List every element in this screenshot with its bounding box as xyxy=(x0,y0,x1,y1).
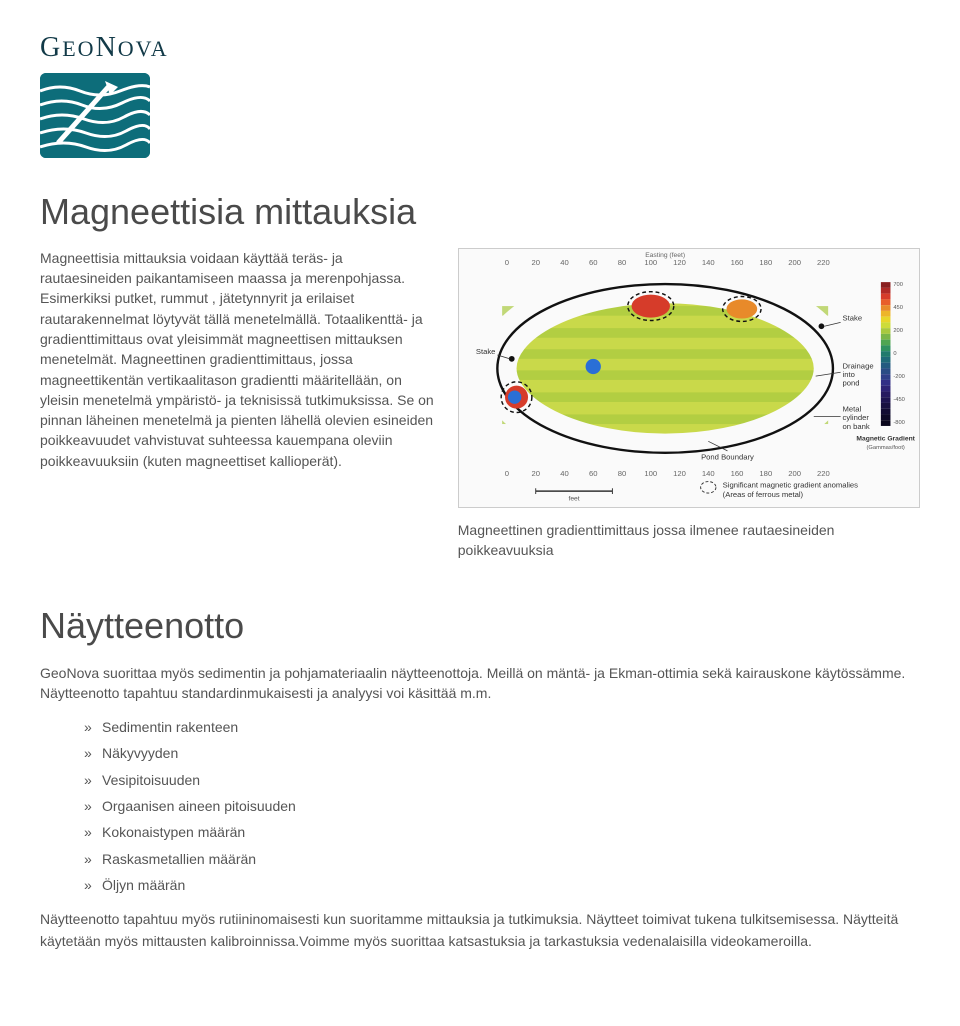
logo-wordmark: GEONOVA xyxy=(40,28,920,69)
svg-text:pond: pond xyxy=(842,378,859,387)
svg-text:0: 0 xyxy=(893,351,896,357)
list-item: Raskasmetallien määrän xyxy=(84,849,920,869)
svg-text:60: 60 xyxy=(589,258,598,267)
svg-text:20: 20 xyxy=(531,258,540,267)
svg-text:140: 140 xyxy=(702,258,715,267)
svg-text:-450: -450 xyxy=(893,397,905,403)
svg-text:450: 450 xyxy=(893,305,903,311)
figure-caption: Magneettinen gradienttimittaus jossa ilm… xyxy=(458,520,920,561)
svg-text:180: 180 xyxy=(759,258,772,267)
list-item: Näkyvyyden xyxy=(84,743,920,763)
svg-text:180: 180 xyxy=(759,469,772,478)
svg-text:140: 140 xyxy=(702,469,715,478)
svg-text:Drainage: Drainage xyxy=(842,361,873,370)
section2-outro: Näytteenotto tapahtuu myös rutiininomais… xyxy=(40,909,920,952)
svg-text:-200: -200 xyxy=(893,374,905,380)
magnetic-gradient-figure: 02040 6080100 120140160 180200220 Eastin… xyxy=(458,248,920,508)
list-item: Kokonaistypen määrän xyxy=(84,822,920,842)
list-item: Vesipitoisuuden xyxy=(84,770,920,790)
svg-text:(Areas of ferrous metal): (Areas of ferrous metal) xyxy=(722,490,803,499)
svg-text:Pond Boundary: Pond Boundary xyxy=(701,452,754,461)
svg-text:into: into xyxy=(842,370,854,379)
section2-title: Näytteenotto xyxy=(40,600,920,652)
svg-text:700: 700 xyxy=(893,282,903,288)
svg-text:Stake: Stake xyxy=(476,347,496,356)
svg-text:200: 200 xyxy=(788,258,801,267)
svg-text:200: 200 xyxy=(788,469,801,478)
svg-text:cylinder: cylinder xyxy=(842,413,869,422)
section1-figure-col: 02040 6080100 120140160 180200220 Eastin… xyxy=(458,248,920,561)
bullet-list: Sedimentin rakenteen Näkyvyyden Vesipito… xyxy=(84,717,920,895)
svg-text:feet: feet xyxy=(568,496,579,503)
svg-text:0: 0 xyxy=(505,469,509,478)
svg-text:Stake: Stake xyxy=(842,313,862,322)
list-item: Orgaanisen aineen pitoisuuden xyxy=(84,796,920,816)
svg-text:100: 100 xyxy=(644,469,657,478)
svg-text:220: 220 xyxy=(817,258,830,267)
svg-text:-800: -800 xyxy=(893,420,905,426)
svg-text:Easting (feet): Easting (feet) xyxy=(645,252,685,259)
section1-body: Magneettisia mittauksia voidaan käyttää … xyxy=(40,248,434,471)
svg-text:160: 160 xyxy=(730,469,743,478)
section1-title: Magneettisia mittauksia xyxy=(40,186,920,238)
svg-text:40: 40 xyxy=(560,469,569,478)
svg-text:160: 160 xyxy=(730,258,743,267)
svg-text:Metal: Metal xyxy=(842,404,861,413)
section1-text-col: Magneettisia mittauksia voidaan käyttää … xyxy=(40,248,434,471)
list-item: Sedimentin rakenteen xyxy=(84,717,920,737)
svg-text:20: 20 xyxy=(531,469,540,478)
section1-columns: Magneettisia mittauksia voidaan käyttää … xyxy=(40,248,920,561)
svg-text:80: 80 xyxy=(617,469,626,478)
svg-text:Magnetic Gradient: Magnetic Gradient xyxy=(856,435,915,442)
svg-text:40: 40 xyxy=(560,258,569,267)
svg-text:0: 0 xyxy=(505,258,509,267)
list-item: Öljyn määrän xyxy=(84,875,920,895)
svg-text:220: 220 xyxy=(817,469,830,478)
svg-text:(Gammas/foot): (Gammas/foot) xyxy=(866,445,904,451)
svg-text:60: 60 xyxy=(589,469,598,478)
svg-text:120: 120 xyxy=(673,469,686,478)
logo-mark-icon xyxy=(40,73,150,158)
svg-text:200: 200 xyxy=(893,328,903,334)
section2-intro: GeoNova suorittaa myös sedimentin ja poh… xyxy=(40,663,920,704)
svg-text:Significant magnetic gradient: Significant magnetic gradient anomalies xyxy=(722,480,858,489)
svg-text:on bank: on bank xyxy=(842,422,869,431)
logo-block: GEONOVA xyxy=(40,28,920,158)
svg-text:80: 80 xyxy=(617,258,626,267)
